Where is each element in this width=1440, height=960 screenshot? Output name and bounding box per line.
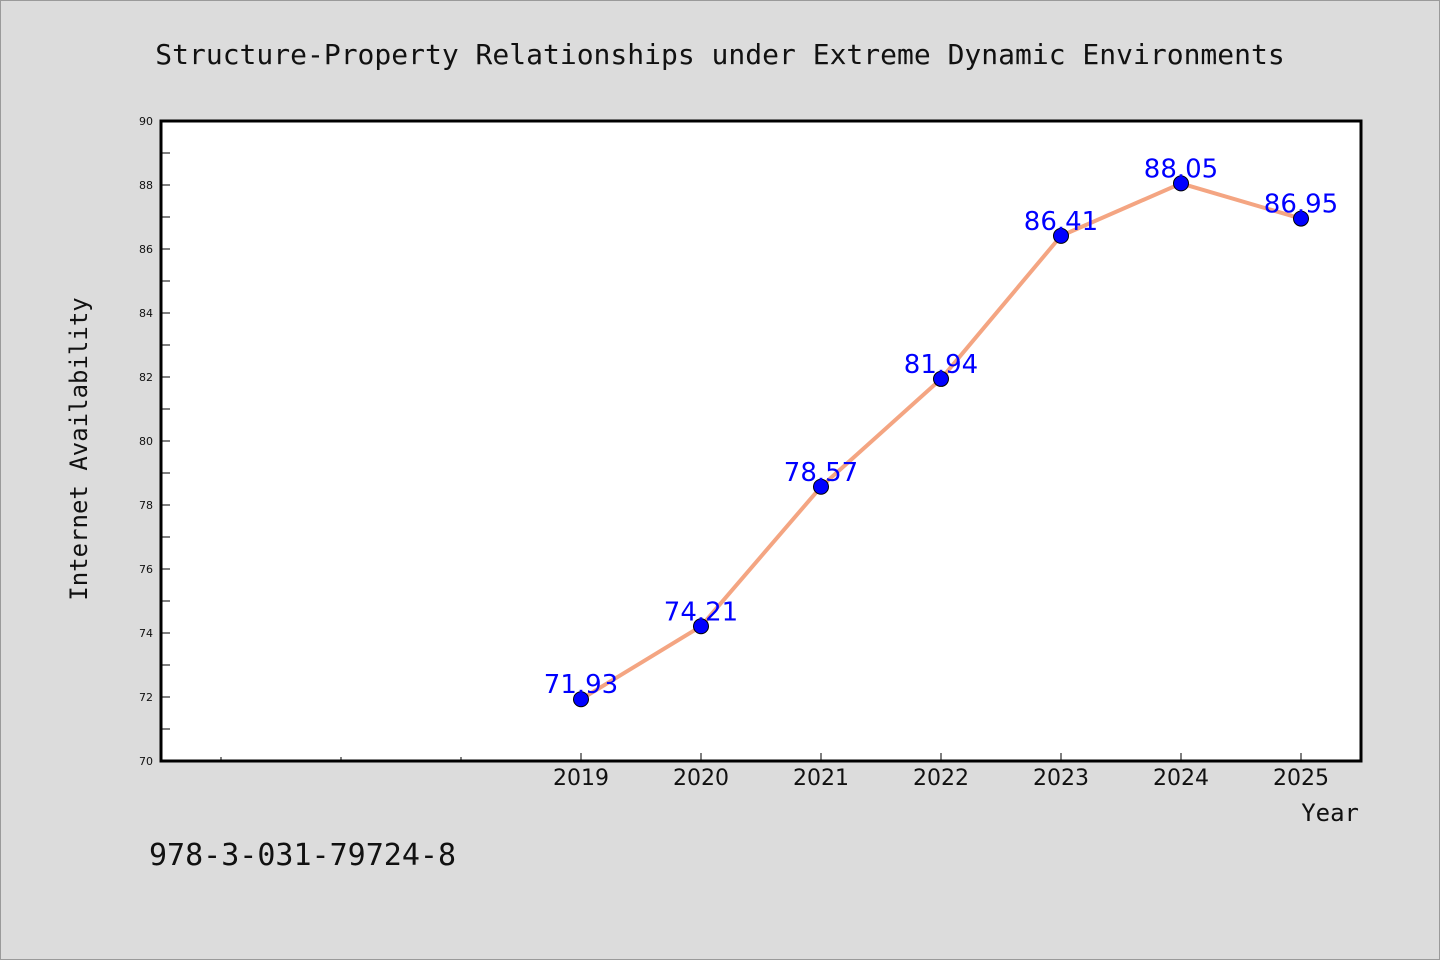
chart-title: Structure-Property Relationships under E… <box>155 38 1284 71</box>
data-label: 78.57 <box>784 458 858 488</box>
data-point <box>813 478 829 495</box>
y-tick-label: 84 <box>139 307 153 320</box>
y-tick-label: 86 <box>139 243 153 256</box>
y-tick-label: 82 <box>139 371 153 384</box>
y-axis-label: Internet Availability <box>65 297 93 600</box>
y-tick-label: 70 <box>139 755 153 768</box>
series-group: 71.93 74.21 78.57 81.94 86.41 88.05 86.95 <box>544 154 1338 708</box>
data-label: 86.95 <box>1264 190 1338 220</box>
y-tick-label: 72 <box>139 691 153 704</box>
x-tick-label: 2021 <box>793 766 849 791</box>
y-tick-label: 74 <box>139 627 153 640</box>
x-tick-label: 2019 <box>553 766 609 791</box>
y-tick-label: 88 <box>139 179 153 192</box>
plot-area <box>159 119 1363 763</box>
x-tick-label: 2024 <box>1153 766 1209 791</box>
x-tick-label: 2025 <box>1273 766 1329 791</box>
data-label: 88.05 <box>1144 154 1218 184</box>
data-point <box>693 618 709 635</box>
x-tick-label: 2022 <box>913 766 969 791</box>
y-tick-label: 76 <box>139 563 153 576</box>
x-axis: 2019 2020 2021 2022 2023 2024 2025 <box>220 753 1329 791</box>
data-label: 71.93 <box>544 670 618 700</box>
x-tick-label: 2023 <box>1033 766 1089 791</box>
y-tick-label: 78 <box>139 499 153 512</box>
x-tick-label: 2020 <box>673 766 729 791</box>
data-point <box>1293 210 1309 227</box>
data-point <box>933 370 949 387</box>
data-point <box>1053 227 1069 244</box>
y-tick-label: 90 <box>139 115 153 128</box>
isbn-text: 978-3-031-79724-8 <box>149 838 456 873</box>
y-tick-label: 80 <box>139 435 153 448</box>
data-point <box>1173 175 1189 192</box>
y-axis: 70 72 74 76 78 80 82 84 86 88 90 <box>139 115 170 768</box>
data-label: 81.94 <box>904 350 978 380</box>
data-point <box>573 691 589 708</box>
data-label: 86.41 <box>1024 207 1098 237</box>
x-axis-label: Year <box>1301 799 1359 827</box>
data-label: 74.21 <box>664 597 738 627</box>
